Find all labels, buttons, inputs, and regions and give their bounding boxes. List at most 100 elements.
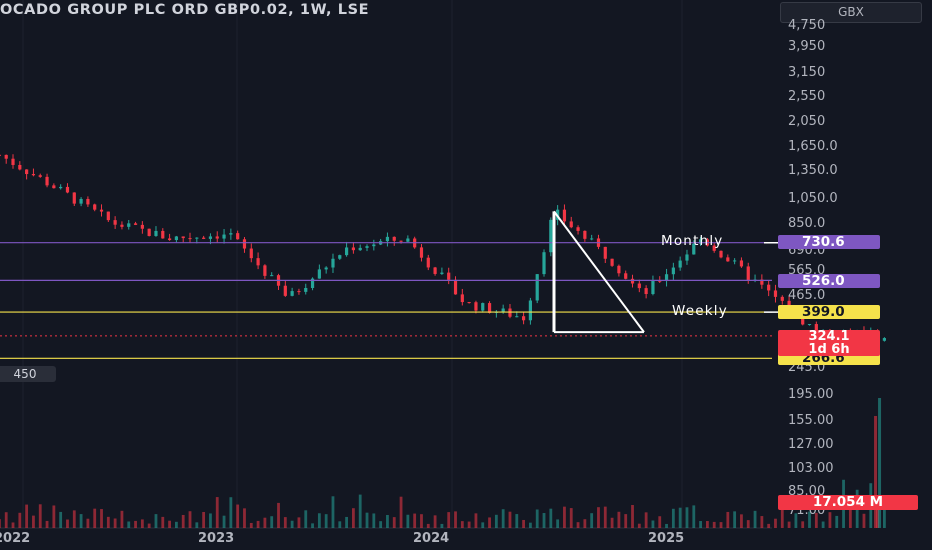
volume-bar [59, 511, 63, 528]
volume-bar [706, 521, 709, 528]
candle-body [351, 247, 355, 251]
price-axis-label: 2,550 [788, 89, 826, 104]
grid-lines [0, 0, 772, 529]
candle-body [447, 272, 451, 280]
candle-body [18, 164, 22, 170]
left-value-badge: 450 [0, 366, 56, 382]
volume-bar [644, 512, 648, 528]
candle-body [678, 260, 682, 268]
candle-body [202, 237, 206, 239]
candle-body [651, 280, 655, 295]
volume-bar [760, 516, 764, 528]
candle-body [542, 252, 546, 275]
candle-body [45, 176, 49, 186]
candle-body [385, 236, 390, 242]
candle-body [726, 257, 730, 262]
volume-bar [685, 507, 689, 528]
volume-bar [243, 508, 246, 528]
volume-bar [522, 519, 525, 528]
x-axis-label: 2025 [648, 531, 685, 546]
candle-body [719, 250, 723, 258]
volume-bar [862, 513, 866, 528]
volume-bar [631, 505, 634, 528]
candle-body [712, 245, 716, 251]
volume-bar [515, 514, 519, 528]
candle-body [521, 316, 526, 321]
candle-body [106, 211, 110, 221]
candle-body [38, 175, 42, 177]
volume-bar [590, 513, 594, 528]
volume-bar [188, 511, 192, 528]
volume-bar [311, 523, 314, 528]
candle-body [120, 224, 124, 227]
volume-bar [678, 507, 682, 528]
volume-bar [66, 519, 69, 528]
volume-bar [283, 517, 287, 528]
candle-body [515, 316, 519, 318]
volume-bar [181, 514, 185, 528]
candle-body [290, 291, 294, 296]
volume-bar [876, 500, 879, 528]
volume-bar [420, 514, 423, 528]
price-axis-label: 850.0 [788, 216, 826, 231]
volume-bar [828, 512, 832, 528]
last-price-tag: 324.1 1d 6h [778, 330, 880, 356]
volume-bar [617, 511, 621, 528]
volume-bar [406, 514, 410, 528]
candle-body [127, 223, 131, 227]
candle-body [161, 230, 165, 239]
volume-bar [753, 510, 757, 528]
candle-body [624, 273, 628, 279]
volume-bar [386, 515, 389, 528]
volume-bar [529, 522, 532, 528]
volume-bar [229, 497, 233, 528]
volume-bars [0, 398, 886, 528]
volume-bar [501, 509, 505, 528]
volume-bar [433, 515, 437, 528]
volume-bar [576, 522, 580, 528]
volume-bar [569, 508, 573, 528]
volume-axis-label: 103.00 [788, 461, 834, 476]
candlesticks [0, 154, 886, 345]
candle-body [528, 300, 532, 321]
volume-bar [447, 512, 451, 528]
candle-body [4, 154, 8, 159]
candle-body [440, 272, 444, 274]
candle-body [637, 283, 641, 289]
weekly-price-tag: 399.0 [778, 305, 880, 319]
candle-body [11, 158, 15, 165]
candle-body [453, 279, 458, 295]
volume-bar [712, 521, 716, 528]
candle-body [65, 186, 70, 193]
monthly-level-label: Monthly [661, 233, 724, 249]
volume-bar [0, 519, 1, 528]
candle-body [664, 274, 669, 282]
volume-bar [358, 494, 362, 528]
volume-bar [665, 523, 668, 528]
volume-bar [399, 496, 403, 528]
volume-bar [651, 520, 655, 528]
volume-bar [780, 505, 784, 528]
volume-bar [454, 511, 457, 528]
candle-body [426, 257, 430, 268]
candle-body [882, 338, 886, 341]
triangle-drawing [552, 210, 786, 334]
volume-bar [671, 508, 675, 528]
candle-body [692, 243, 696, 255]
volume-bar [270, 516, 274, 528]
volume-axis-label: 155.00 [788, 413, 834, 428]
candle-body [344, 247, 349, 256]
candle-body [297, 291, 301, 293]
volume-bar [100, 509, 103, 528]
monthly-level2-price-tag: 526.0 [778, 274, 880, 288]
volume-bar [4, 512, 8, 528]
volume-bar [222, 515, 226, 528]
candle-body [147, 228, 151, 236]
currency-selector[interactable]: GBX [780, 2, 922, 23]
candle-body [746, 266, 750, 281]
volume-bar [263, 517, 267, 528]
candle-body [433, 267, 437, 274]
price-axis-label: 2,050 [788, 114, 826, 129]
weekly-level-label: Weekly [672, 303, 728, 319]
